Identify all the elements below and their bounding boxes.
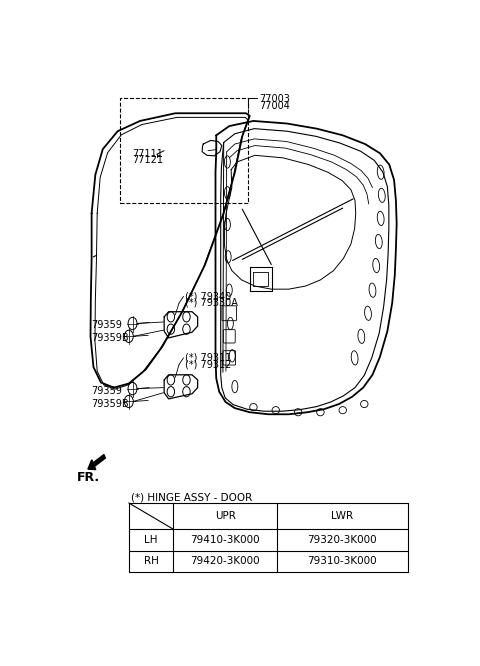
Text: (*) 79312: (*) 79312 [185,359,231,369]
Text: 79359B: 79359B [91,398,129,408]
Text: 79310-3K000: 79310-3K000 [308,557,377,567]
Text: UPR: UPR [215,511,236,521]
Text: (*) 79311: (*) 79311 [185,353,231,363]
Text: FR.: FR. [77,471,100,484]
Text: (*) 79340: (*) 79340 [185,291,231,301]
Text: 77121: 77121 [132,155,164,165]
Text: 77004: 77004 [259,101,290,111]
Text: LH: LH [144,535,158,545]
FancyArrow shape [88,454,106,470]
Text: 79420-3K000: 79420-3K000 [190,557,260,567]
Text: 79359: 79359 [91,386,122,396]
Text: 77003: 77003 [259,95,290,105]
Text: LWR: LWR [331,511,353,521]
Text: RH: RH [144,557,158,567]
Text: 79359: 79359 [91,320,122,330]
Text: 79410-3K000: 79410-3K000 [190,535,260,545]
Text: 77111: 77111 [132,149,163,159]
Text: (*) 79330A: (*) 79330A [185,298,238,308]
Text: 79359B: 79359B [91,333,129,343]
Text: 79320-3K000: 79320-3K000 [308,535,377,545]
Text: (*) HINGE ASSY - DOOR: (*) HINGE ASSY - DOOR [131,493,252,503]
